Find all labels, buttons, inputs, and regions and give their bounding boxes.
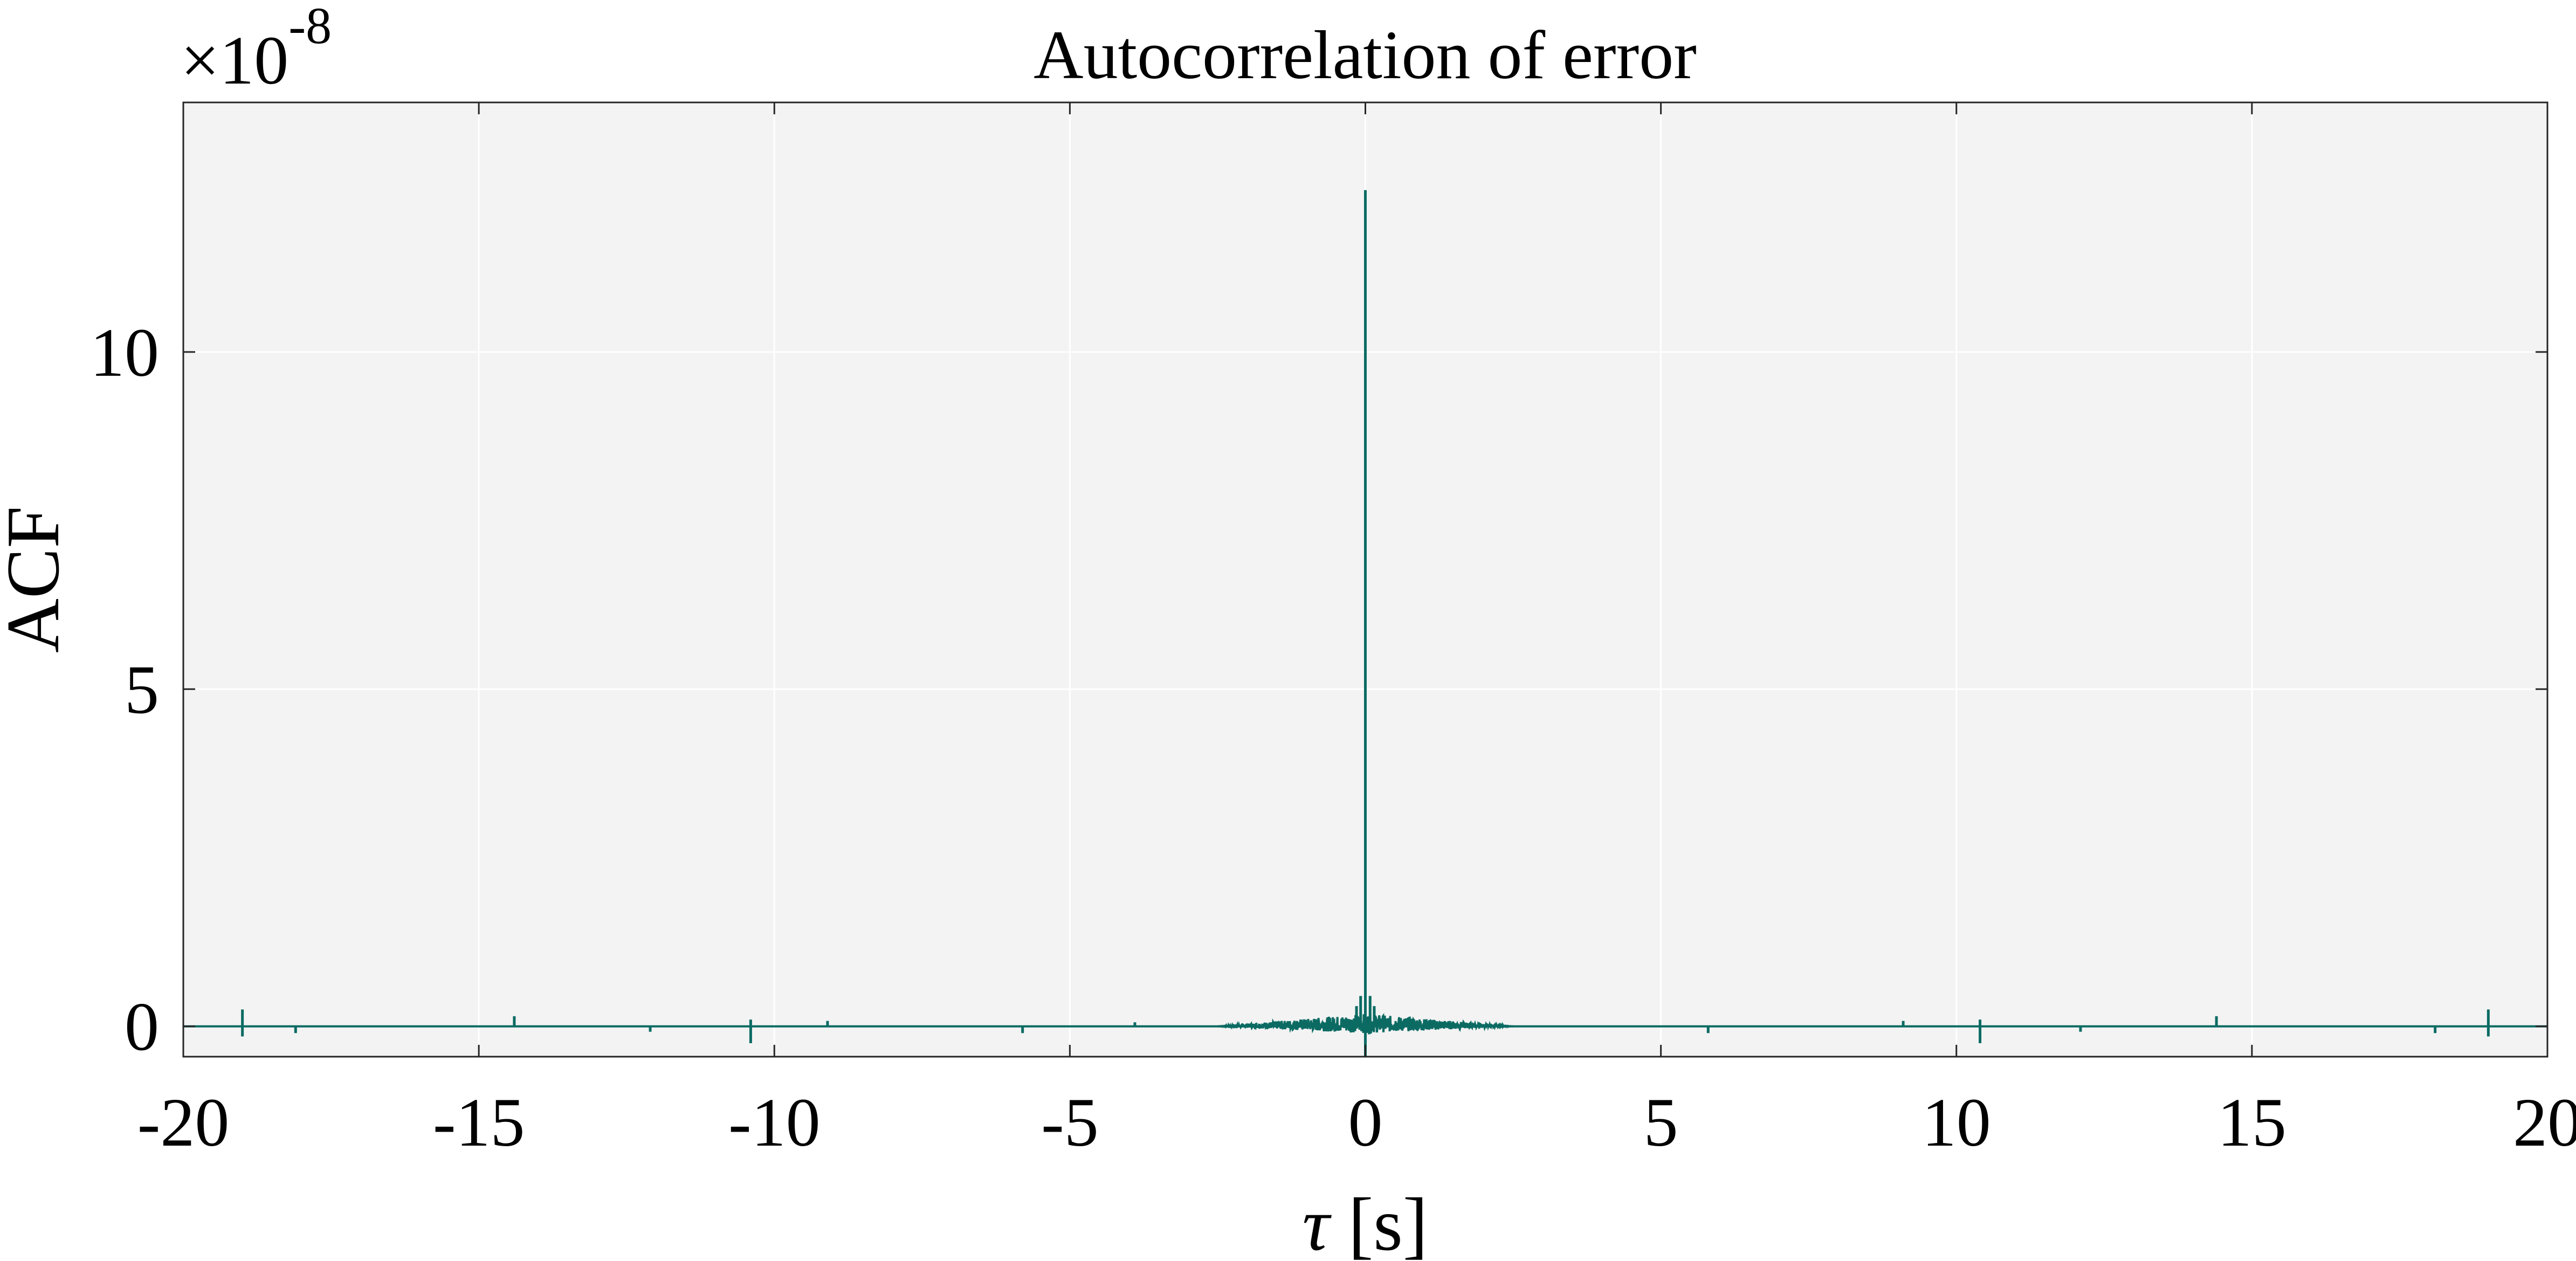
x-axis-label-symbol: τ (1303, 1183, 1332, 1261)
y-exponent-power: -8 (288, 0, 332, 54)
x-tick-label: -15 (433, 1084, 525, 1161)
x-tick-labels: -20 -15 -10 -5 0 5 10 15 20 (137, 1084, 2576, 1161)
y-tick-label: 0 (125, 989, 159, 1065)
x-tick-label: 20 (2513, 1084, 2576, 1161)
x-tick-label: 5 (1644, 1084, 1678, 1161)
x-tick-label: 10 (1922, 1084, 1991, 1161)
x-tick-label: -10 (728, 1084, 821, 1161)
x-axis-label-space (1330, 1183, 1348, 1261)
x-tick-label: -5 (1041, 1084, 1099, 1161)
y-tick-labels: 0 5 10 (90, 314, 159, 1065)
chart-title: Autocorrelation of error (1034, 17, 1697, 93)
axis-ticks (182, 102, 2549, 1057)
x-tick-label: 15 (2217, 1084, 2286, 1161)
y-tick-label: 5 (125, 651, 159, 728)
y-tick-label: 10 (90, 314, 159, 391)
x-axis-label-unit: [s] (1348, 1183, 1428, 1261)
y-axis-label: ACF (0, 506, 75, 653)
x-tick-label: 0 (1348, 1084, 1383, 1161)
x-tick-label: -20 (137, 1084, 230, 1161)
y-exponent: ×10-8 (181, 0, 332, 99)
x-axis-label: τ [s] (1303, 1183, 1428, 1261)
y-exponent-prefix: ×10 (181, 22, 288, 99)
